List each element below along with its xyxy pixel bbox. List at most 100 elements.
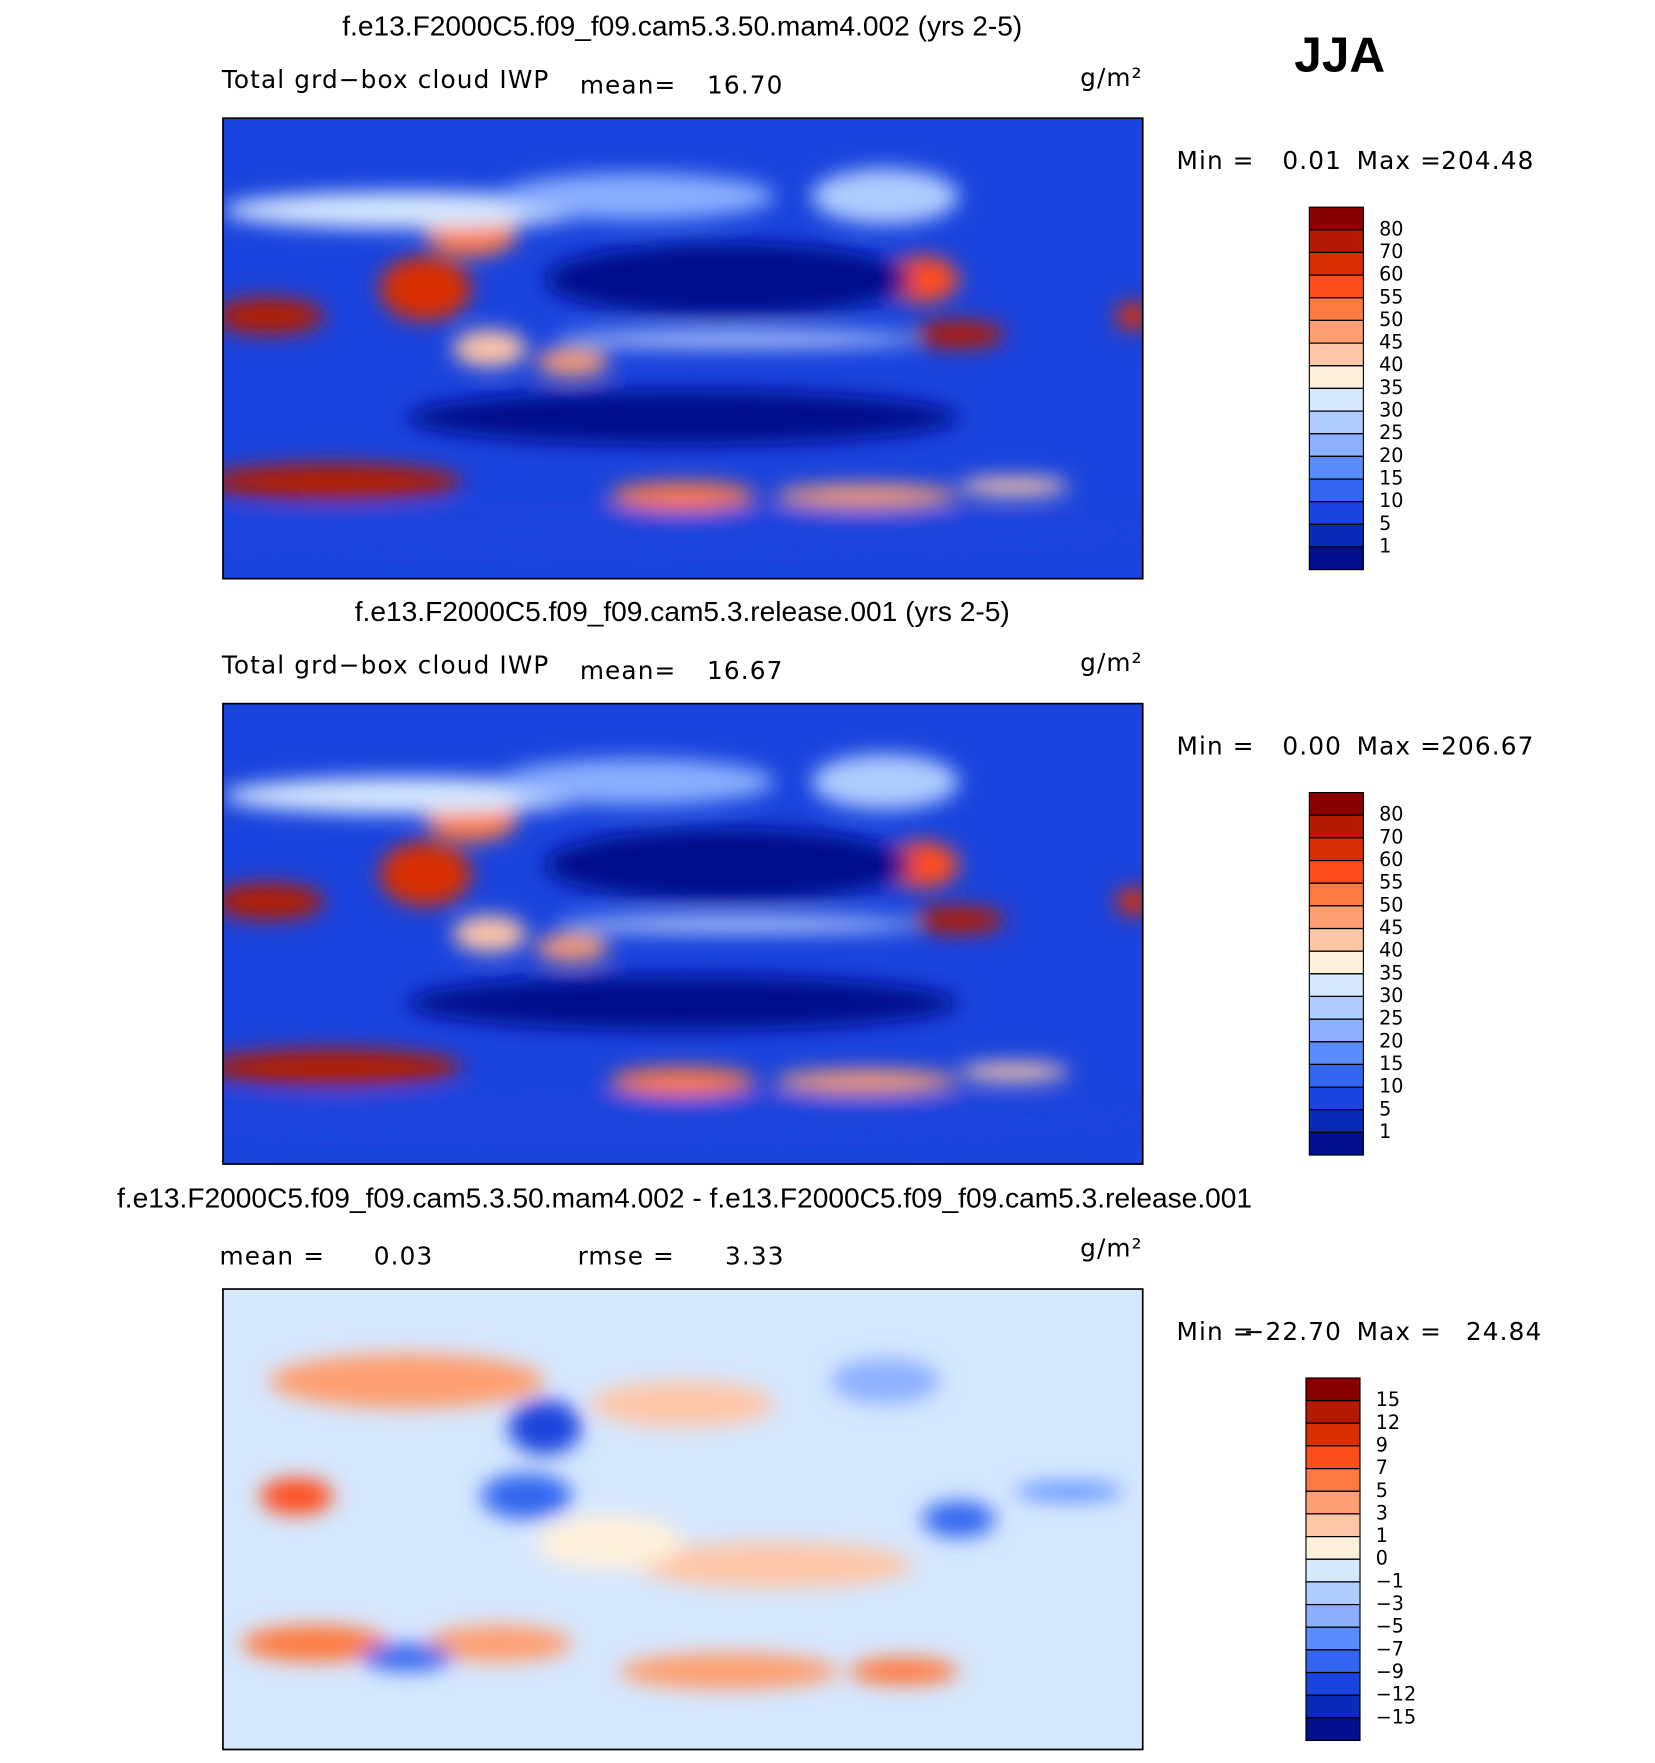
map-blob bbox=[554, 332, 922, 347]
panel: f.e13.F2000C5.f09_f09.cam5.3.50.mam4.002… bbox=[117, 1183, 1541, 1751]
map-blob bbox=[912, 320, 1005, 349]
map-blob bbox=[958, 1062, 1070, 1082]
map-blob bbox=[360, 1643, 453, 1672]
colorbar-label: 3 bbox=[1376, 1501, 1388, 1524]
colorbar-label: 15 bbox=[1379, 467, 1403, 490]
colorbar-label: 10 bbox=[1379, 489, 1403, 512]
map-blob bbox=[268, 1353, 545, 1409]
colorbar-label: 80 bbox=[1379, 803, 1403, 826]
rmse-value: 3.33 bbox=[725, 1242, 785, 1271]
colorbar-swatch bbox=[1308, 297, 1364, 321]
colorbar-swatch bbox=[1308, 995, 1364, 1020]
min-value: 0.00 bbox=[1282, 732, 1342, 761]
colorbar-label: 5 bbox=[1379, 512, 1391, 535]
colorbar-swatch bbox=[1308, 387, 1364, 412]
colorbar-label: −12 bbox=[1376, 1683, 1416, 1706]
map-blob bbox=[1013, 1482, 1125, 1501]
map-blobs bbox=[241, 1353, 1125, 1690]
min-value: −22.70 bbox=[1244, 1317, 1342, 1346]
map-blob bbox=[848, 1657, 959, 1686]
mean-value: 16.67 bbox=[707, 656, 783, 685]
max-value: 204.48 bbox=[1441, 146, 1534, 175]
map-field bbox=[222, 1289, 1143, 1750]
colorbar-label: 55 bbox=[1379, 285, 1403, 308]
min-label: Min = bbox=[1176, 732, 1254, 761]
colorbar-label: 15 bbox=[1376, 1388, 1400, 1411]
colorbar-label: −7 bbox=[1376, 1637, 1404, 1660]
colorbar-label: 45 bbox=[1379, 331, 1403, 354]
min-label: Min = bbox=[1176, 146, 1254, 175]
colorbar-swatch bbox=[1305, 1536, 1361, 1560]
colorbar-swatch bbox=[1308, 206, 1364, 231]
map-blob bbox=[885, 256, 959, 303]
colorbar-label: 10 bbox=[1379, 1075, 1403, 1098]
map-blob bbox=[406, 975, 959, 1031]
map-frame bbox=[222, 702, 1144, 1165]
map-blob bbox=[508, 1399, 582, 1455]
colorbar-swatch bbox=[1305, 1649, 1361, 1674]
map-blob bbox=[222, 463, 463, 501]
colorbar-swatch bbox=[1305, 1513, 1361, 1538]
colorbar-label: 40 bbox=[1379, 353, 1403, 376]
map-blob bbox=[241, 1625, 389, 1663]
mean-label: mean= bbox=[580, 71, 677, 100]
colorbar-label: 60 bbox=[1379, 263, 1403, 286]
map-blob bbox=[544, 242, 913, 317]
map-blob bbox=[259, 1477, 334, 1515]
colorbar-swatch bbox=[1308, 501, 1364, 525]
colorbar-swatch bbox=[1308, 229, 1364, 254]
colorbar-swatch bbox=[1308, 1109, 1364, 1133]
mean-label: mean= bbox=[580, 656, 677, 685]
colorbar-label: 30 bbox=[1379, 399, 1403, 422]
max-value: 206.67 bbox=[1441, 732, 1534, 761]
colorbar-swatch bbox=[1305, 1558, 1361, 1583]
map-blob bbox=[452, 915, 527, 953]
colorbar-label: 25 bbox=[1379, 421, 1403, 444]
colorbar-swatch bbox=[1308, 882, 1364, 907]
colorbar-swatch bbox=[1308, 410, 1364, 435]
colorbar-swatch bbox=[1305, 1445, 1361, 1470]
colorbar-swatch bbox=[1305, 1400, 1361, 1424]
colorbar-label: −5 bbox=[1376, 1615, 1404, 1638]
colorbar-swatch bbox=[1308, 837, 1364, 862]
panel-title: f.e13.F2000C5.f09_f09.cam5.3.50.mam4.002… bbox=[117, 1183, 1252, 1214]
map-blob bbox=[609, 1067, 757, 1096]
colorbar-swatch bbox=[1308, 433, 1364, 457]
map-blob bbox=[498, 173, 775, 220]
colorbar-label: 50 bbox=[1379, 893, 1403, 916]
map-blob bbox=[912, 906, 1005, 934]
max-label: Max = bbox=[1357, 146, 1442, 175]
colorbar-label: 1 bbox=[1379, 534, 1391, 557]
colorbar-label: 70 bbox=[1379, 825, 1403, 848]
colorbar-swatch bbox=[1308, 905, 1364, 930]
colorbar-swatch bbox=[1305, 1468, 1361, 1492]
colorbar-label: 15 bbox=[1379, 1052, 1403, 1075]
colorbar-label: 12 bbox=[1376, 1411, 1400, 1434]
colorbar-swatch bbox=[1308, 523, 1364, 548]
map-blobs bbox=[222, 754, 1143, 1142]
max-label: Max = bbox=[1357, 1317, 1442, 1346]
units-label: g/m² bbox=[1080, 63, 1143, 92]
map-blob bbox=[498, 758, 775, 805]
variable-label: Total grd−box cloud IWP bbox=[221, 650, 550, 679]
colorbar-swatch bbox=[1308, 342, 1364, 367]
map-blob bbox=[425, 1625, 573, 1663]
map-blob bbox=[958, 477, 1070, 496]
min-label: Min = bbox=[1176, 1317, 1254, 1346]
map-blob bbox=[480, 1473, 573, 1520]
map-blob bbox=[921, 1500, 996, 1538]
colorbar-swatch bbox=[1308, 319, 1364, 344]
colorbar-label: 30 bbox=[1379, 984, 1403, 1007]
map-blob bbox=[222, 883, 325, 921]
colorbar-swatch bbox=[1305, 1490, 1361, 1515]
map-blob bbox=[379, 841, 472, 907]
colorbar-swatch bbox=[1308, 1018, 1364, 1043]
map-blob bbox=[811, 168, 959, 225]
colorbar-swatch bbox=[1308, 973, 1364, 998]
colorbar-swatch bbox=[1308, 814, 1364, 839]
min-value: 0.01 bbox=[1282, 146, 1342, 175]
colorbar-label: 60 bbox=[1379, 848, 1403, 871]
panel: f.e13.F2000C5.f09_f09.cam5.3.release.001… bbox=[221, 596, 1534, 1165]
colorbar-swatch bbox=[1308, 251, 1364, 276]
colorbar-swatch bbox=[1308, 546, 1364, 571]
